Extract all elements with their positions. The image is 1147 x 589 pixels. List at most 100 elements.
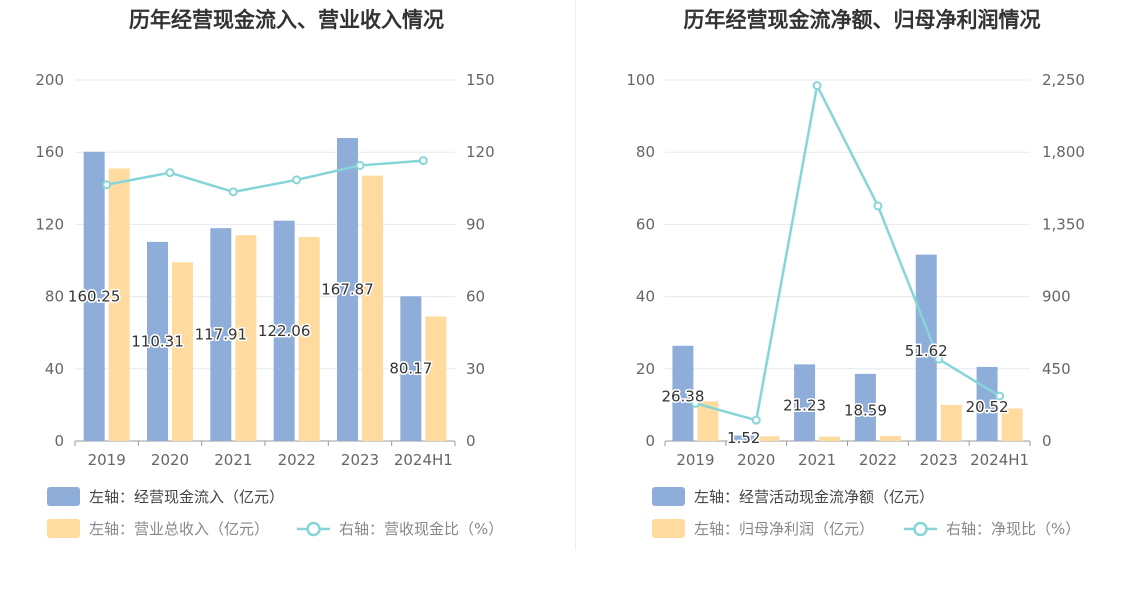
bar-primary <box>915 254 937 441</box>
legend-swatch-secondary <box>47 519 80 538</box>
line-point <box>934 354 944 364</box>
y-tick-label-left: 100 <box>626 71 655 89</box>
bar-primary <box>794 364 816 441</box>
bar-data-label: 26.38 <box>661 387 704 405</box>
y-tick-label-right: 30 <box>466 360 485 378</box>
bar-secondary <box>940 404 962 441</box>
line-point <box>355 160 365 170</box>
bar-secondary <box>819 436 841 441</box>
legend-swatch-secondary <box>652 519 685 538</box>
line-point <box>812 81 822 91</box>
bar-secondary <box>172 262 193 441</box>
y-tick-label-left: 160 <box>35 143 64 161</box>
chart-panel-left: 历年经营现金流入、营业收入情况 0 0 40 30 80 60 120 90 160 120 200… <box>0 0 573 589</box>
line-point <box>418 156 428 166</box>
legend-label: 右轴：营收现金比（%） <box>339 520 503 538</box>
y-tick-label-right: 1,800 <box>1042 143 1085 161</box>
line-point <box>995 391 1005 401</box>
bar-primary <box>854 373 876 441</box>
y-tick-label-left: 40 <box>45 360 64 378</box>
legend-label: 左轴：营业总收入（亿元） <box>89 520 269 538</box>
y-tick-label-left: 40 <box>636 288 655 306</box>
bar-secondary <box>298 237 320 441</box>
y-tick-label-right: 0 <box>1042 432 1052 450</box>
y-tick-label-left: 200 <box>35 71 64 89</box>
panel-divider <box>575 0 576 550</box>
line-point <box>228 187 238 197</box>
legend-label: 左轴：归母净利润（亿元） <box>694 520 874 538</box>
x-tick-label: 2022 <box>859 451 897 469</box>
bar-secondary <box>425 316 447 441</box>
bar-data-label: 80.17 <box>389 360 432 378</box>
bar-secondary <box>362 175 383 442</box>
bar-data-label: 21.23 <box>783 397 826 415</box>
bar-data-label: 122.06 <box>258 322 311 340</box>
bar-data-label: 110.31 <box>131 332 184 350</box>
x-tick-label: 2021 <box>798 451 836 469</box>
legend-swatch-line-marker <box>306 521 321 537</box>
x-tick-label: 2020 <box>151 451 189 469</box>
bar-data-label: 51.62 <box>905 342 948 360</box>
legend-label: 左轴：经营现金流入（亿元） <box>89 488 284 506</box>
line-series <box>106 159 424 194</box>
y-tick-label-left: 60 <box>636 215 655 233</box>
bar-secondary <box>697 401 719 441</box>
x-tick-label: 2019 <box>88 451 126 469</box>
line-point <box>165 168 175 178</box>
bar-secondary <box>1001 408 1023 441</box>
legend-label: 左轴：经营活动现金流净额（亿元） <box>694 488 934 506</box>
y-tick-label-left: 0 <box>54 432 64 450</box>
bar-primary <box>337 137 358 442</box>
line-point <box>873 201 883 211</box>
y-tick-label-right: 2,250 <box>1042 71 1085 89</box>
bar-primary <box>400 296 422 441</box>
x-tick-label: 2019 <box>676 451 714 469</box>
x-tick-label: 2020 <box>737 451 775 469</box>
line-point <box>292 175 302 185</box>
y-tick-label-right: 90 <box>466 215 485 233</box>
chart-svg: 0 0 20 450 40 900 60 1,350 80 1,800 100 2,250 2019 20… <box>626 71 1085 538</box>
chart-panel-right: 历年经营现金流净额、归母净利润情况 0 0 20 450 40 900 60 1,350 80 1… <box>577 0 1147 589</box>
y-tick-label-right: 450 <box>1042 360 1071 378</box>
chart-title: 历年经营现金流入、营业收入情况 <box>129 8 444 32</box>
y-tick-label-right: 0 <box>466 432 476 450</box>
y-tick-label-left: 80 <box>45 288 64 306</box>
bar-secondary <box>235 235 257 441</box>
line-point <box>751 415 761 425</box>
y-tick-label-left: 0 <box>645 432 655 450</box>
x-tick-label: 2021 <box>214 451 252 469</box>
chart-svg: 0 0 40 30 80 60 120 90 160 120 200 150 2019 2020 2021 2… <box>35 71 503 538</box>
legend-label: 右轴：净现比（%） <box>946 520 1080 538</box>
legend-swatch-primary <box>652 487 685 506</box>
y-tick-label-left: 20 <box>636 360 655 378</box>
bar-primary <box>733 435 755 441</box>
chart-title: 历年经营现金流净额、归母净利润情况 <box>683 8 1041 32</box>
legend-swatch-primary <box>47 487 80 506</box>
line-point <box>690 398 700 408</box>
y-tick-label-right: 900 <box>1042 288 1071 306</box>
bar-secondary <box>758 436 780 441</box>
bar-primary <box>672 345 694 441</box>
y-tick-label-right: 1,350 <box>1042 215 1085 233</box>
bar-primary <box>210 228 232 441</box>
bar-primary <box>147 241 168 441</box>
bar-data-label: 1.52 <box>727 429 760 447</box>
y-tick-label-left: 80 <box>636 143 655 161</box>
bar-data-label: 160.25 <box>68 287 121 305</box>
bar-secondary <box>879 435 901 441</box>
x-tick-label: 2023 <box>341 451 379 469</box>
x-tick-label: 2022 <box>278 451 316 469</box>
x-tick-label: 2024H1 <box>970 451 1029 469</box>
y-tick-label-left: 120 <box>35 215 64 233</box>
x-tick-label: 2024H1 <box>394 451 453 469</box>
bar-data-label: 117.91 <box>195 326 248 344</box>
y-tick-label-right: 120 <box>466 143 495 161</box>
bar-primary <box>273 220 295 441</box>
y-tick-label-right: 60 <box>466 288 485 306</box>
bar-primary <box>83 151 105 441</box>
bar-data-label: 18.59 <box>844 401 887 419</box>
bar-secondary <box>108 168 130 441</box>
y-tick-label-right: 150 <box>466 71 495 89</box>
x-tick-label: 2023 <box>920 451 958 469</box>
line-series <box>695 81 1001 422</box>
